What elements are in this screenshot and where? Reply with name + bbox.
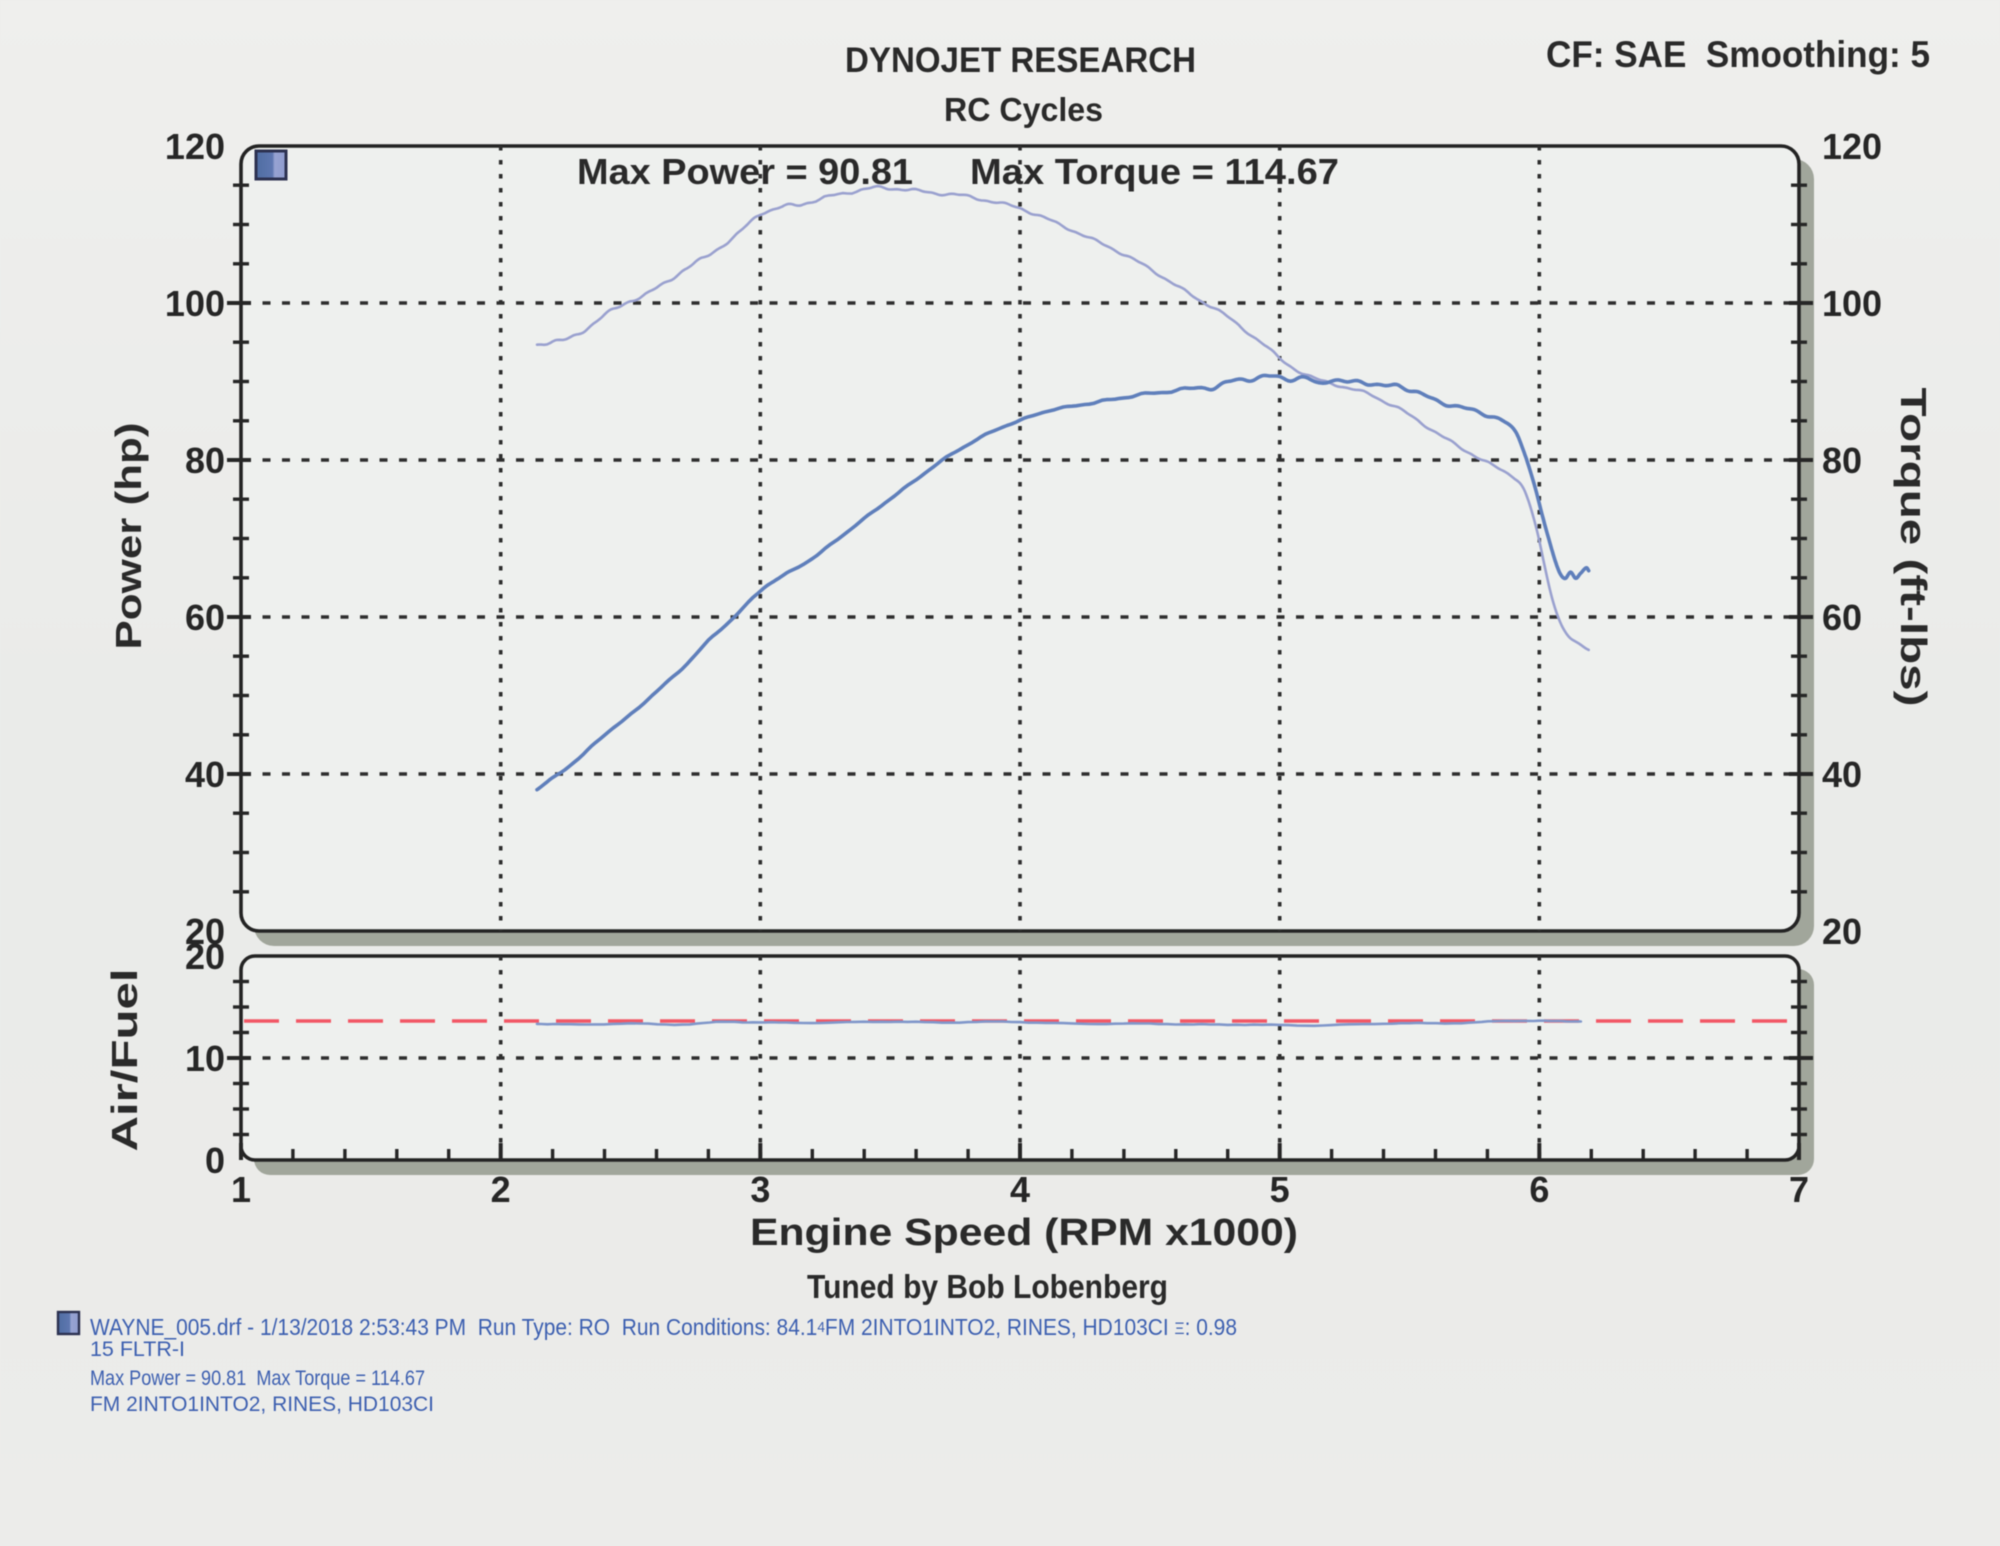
svg-text:100: 100 (165, 283, 225, 324)
svg-text:20: 20 (185, 936, 225, 977)
svg-text:RC Cycles: RC Cycles (944, 91, 1103, 128)
svg-text:Tuned by Bob Lobenberg: Tuned by Bob Lobenberg (807, 1268, 1168, 1305)
svg-text:60: 60 (185, 597, 225, 638)
svg-text:2: 2 (491, 1169, 511, 1210)
svg-text:CF: SAE Smoothing: 5: CF: SAE Smoothing: 5 (1546, 34, 1930, 75)
svg-text:4: 4 (1010, 1169, 1030, 1210)
svg-text:1: 1 (231, 1169, 251, 1210)
svg-text:3: 3 (750, 1169, 770, 1210)
svg-text:Power (hp): Power (hp) (108, 423, 149, 650)
svg-text:40: 40 (185, 754, 225, 795)
svg-text:Max Power = 90.81: Max Power = 90.81 (577, 151, 913, 192)
svg-text:Max Torque = 114.67: Max Torque = 114.67 (970, 151, 1339, 192)
svg-text:6: 6 (1529, 1169, 1549, 1210)
svg-text:10: 10 (185, 1038, 225, 1079)
svg-text:20: 20 (1822, 911, 1862, 952)
svg-text:Air/Fuel: Air/Fuel (104, 969, 145, 1152)
svg-text:FM 2INTO1INTO2, RINES, HD103CI: FM 2INTO1INTO2, RINES, HD103CI (90, 1392, 434, 1416)
svg-text:Max Power = 90.81 Max Torque: Max Power = 90.81 Max Torque = 114.67 (90, 1366, 425, 1390)
svg-text:Engine Speed (RPM x1000): Engine Speed (RPM x1000) (750, 1212, 1298, 1254)
svg-text:0: 0 (205, 1140, 225, 1181)
svg-text:120: 120 (1822, 126, 1882, 167)
svg-text:80: 80 (185, 440, 225, 481)
svg-text:15 FLTR-I: 15 FLTR-I (90, 1337, 185, 1361)
svg-text:7: 7 (1789, 1169, 1809, 1210)
svg-text:DYNOJET RESEARCH: DYNOJET RESEARCH (845, 41, 1196, 80)
svg-text:60: 60 (1822, 597, 1862, 638)
svg-text:120: 120 (165, 126, 225, 167)
svg-text:WAYNE_005.drf - 1/13/2018 2:53: WAYNE_005.drf - 1/13/2018 2:53:43 PM Run… (90, 1314, 1237, 1340)
svg-text:Torque (ft-lbs): Torque (ft-lbs) (1893, 388, 1934, 707)
svg-text:100: 100 (1822, 283, 1882, 324)
svg-text:5: 5 (1270, 1169, 1290, 1210)
svg-text:20: 20 (185, 911, 225, 952)
svg-text:80: 80 (1822, 440, 1862, 481)
svg-text:40: 40 (1822, 754, 1862, 795)
